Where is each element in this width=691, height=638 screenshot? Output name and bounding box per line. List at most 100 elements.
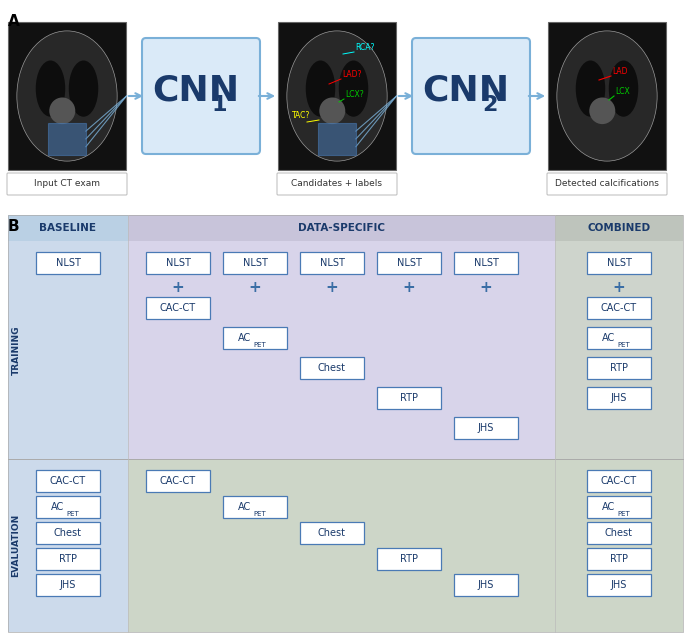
FancyBboxPatch shape bbox=[587, 496, 651, 518]
Text: NLST: NLST bbox=[243, 258, 267, 268]
FancyBboxPatch shape bbox=[587, 327, 651, 349]
FancyBboxPatch shape bbox=[300, 522, 364, 544]
FancyBboxPatch shape bbox=[48, 122, 86, 155]
Ellipse shape bbox=[319, 98, 346, 124]
Text: EVALUATION: EVALUATION bbox=[12, 514, 21, 577]
Ellipse shape bbox=[49, 98, 75, 124]
Text: Chest: Chest bbox=[318, 528, 346, 538]
Text: +: + bbox=[249, 279, 261, 295]
Text: CAC-CT: CAC-CT bbox=[160, 476, 196, 486]
Text: AC: AC bbox=[238, 502, 251, 512]
Ellipse shape bbox=[305, 61, 335, 117]
Text: PET: PET bbox=[617, 342, 630, 348]
Ellipse shape bbox=[69, 61, 98, 117]
FancyBboxPatch shape bbox=[277, 173, 397, 195]
Text: LAD: LAD bbox=[612, 67, 627, 76]
FancyBboxPatch shape bbox=[36, 574, 100, 596]
Ellipse shape bbox=[339, 61, 368, 117]
Text: +: + bbox=[613, 279, 625, 295]
FancyBboxPatch shape bbox=[8, 215, 128, 241]
Text: RTP: RTP bbox=[59, 554, 77, 564]
FancyBboxPatch shape bbox=[7, 173, 127, 195]
FancyBboxPatch shape bbox=[587, 574, 651, 596]
Ellipse shape bbox=[36, 61, 65, 117]
FancyBboxPatch shape bbox=[278, 22, 396, 170]
Text: RCA?: RCA? bbox=[355, 43, 375, 52]
FancyBboxPatch shape bbox=[142, 38, 260, 154]
FancyBboxPatch shape bbox=[377, 387, 441, 409]
Text: TRAINING: TRAINING bbox=[12, 325, 21, 375]
FancyBboxPatch shape bbox=[36, 522, 100, 544]
FancyBboxPatch shape bbox=[587, 522, 651, 544]
Ellipse shape bbox=[609, 61, 638, 117]
FancyBboxPatch shape bbox=[146, 252, 210, 274]
Text: COMBINED: COMBINED bbox=[587, 223, 650, 233]
FancyBboxPatch shape bbox=[587, 252, 651, 274]
FancyBboxPatch shape bbox=[36, 548, 100, 570]
Text: +: + bbox=[171, 279, 184, 295]
Text: +: + bbox=[325, 279, 339, 295]
FancyBboxPatch shape bbox=[318, 122, 356, 155]
Text: CAC-CT: CAC-CT bbox=[601, 476, 637, 486]
Text: RTP: RTP bbox=[400, 393, 418, 403]
Text: PET: PET bbox=[253, 342, 266, 348]
FancyBboxPatch shape bbox=[36, 470, 100, 492]
FancyBboxPatch shape bbox=[412, 38, 530, 154]
Text: A: A bbox=[8, 14, 20, 29]
FancyBboxPatch shape bbox=[587, 470, 651, 492]
Text: B: B bbox=[8, 219, 19, 234]
FancyBboxPatch shape bbox=[8, 22, 126, 170]
FancyBboxPatch shape bbox=[300, 357, 364, 379]
Text: LCX?: LCX? bbox=[345, 90, 363, 99]
FancyBboxPatch shape bbox=[128, 241, 555, 459]
Text: NLST: NLST bbox=[319, 258, 344, 268]
Ellipse shape bbox=[557, 31, 657, 161]
Text: DATA-SPECIFIC: DATA-SPECIFIC bbox=[298, 223, 385, 233]
Text: NLST: NLST bbox=[607, 258, 632, 268]
Ellipse shape bbox=[17, 31, 117, 161]
FancyBboxPatch shape bbox=[377, 252, 441, 274]
FancyBboxPatch shape bbox=[128, 459, 555, 632]
Text: JHS: JHS bbox=[611, 580, 627, 590]
Text: NLST: NLST bbox=[397, 258, 422, 268]
Text: AC: AC bbox=[602, 333, 615, 343]
Text: JHS: JHS bbox=[611, 393, 627, 403]
Text: JHS: JHS bbox=[477, 580, 494, 590]
Text: RTP: RTP bbox=[610, 554, 628, 564]
FancyBboxPatch shape bbox=[555, 241, 683, 459]
Text: CAC-CT: CAC-CT bbox=[50, 476, 86, 486]
Ellipse shape bbox=[576, 61, 605, 117]
Text: AC: AC bbox=[238, 333, 251, 343]
Text: RTP: RTP bbox=[610, 363, 628, 373]
FancyBboxPatch shape bbox=[547, 173, 667, 195]
FancyBboxPatch shape bbox=[8, 241, 128, 459]
Text: Chest: Chest bbox=[54, 528, 82, 538]
Text: +: + bbox=[480, 279, 493, 295]
Ellipse shape bbox=[287, 31, 387, 161]
Text: Candidates + labels: Candidates + labels bbox=[292, 179, 383, 188]
FancyBboxPatch shape bbox=[146, 297, 210, 319]
Text: LCX: LCX bbox=[615, 87, 630, 96]
Text: 1: 1 bbox=[211, 94, 227, 115]
Text: LAD?: LAD? bbox=[342, 70, 361, 79]
FancyBboxPatch shape bbox=[587, 387, 651, 409]
FancyBboxPatch shape bbox=[223, 496, 287, 518]
Text: CAC-CT: CAC-CT bbox=[601, 303, 637, 313]
Text: TAC?: TAC? bbox=[292, 111, 310, 120]
Text: JHS: JHS bbox=[60, 580, 76, 590]
Text: AC: AC bbox=[602, 502, 615, 512]
Text: CNN: CNN bbox=[422, 73, 509, 108]
FancyBboxPatch shape bbox=[548, 22, 666, 170]
Text: 2: 2 bbox=[482, 94, 498, 115]
FancyBboxPatch shape bbox=[454, 574, 518, 596]
FancyBboxPatch shape bbox=[555, 215, 683, 241]
FancyBboxPatch shape bbox=[36, 496, 100, 518]
Text: BASELINE: BASELINE bbox=[39, 223, 97, 233]
Text: PET: PET bbox=[253, 511, 266, 517]
Text: RTP: RTP bbox=[400, 554, 418, 564]
Text: +: + bbox=[403, 279, 415, 295]
Ellipse shape bbox=[589, 98, 615, 124]
Text: PET: PET bbox=[617, 511, 630, 517]
FancyBboxPatch shape bbox=[377, 548, 441, 570]
Text: Input CT exam: Input CT exam bbox=[34, 179, 100, 188]
